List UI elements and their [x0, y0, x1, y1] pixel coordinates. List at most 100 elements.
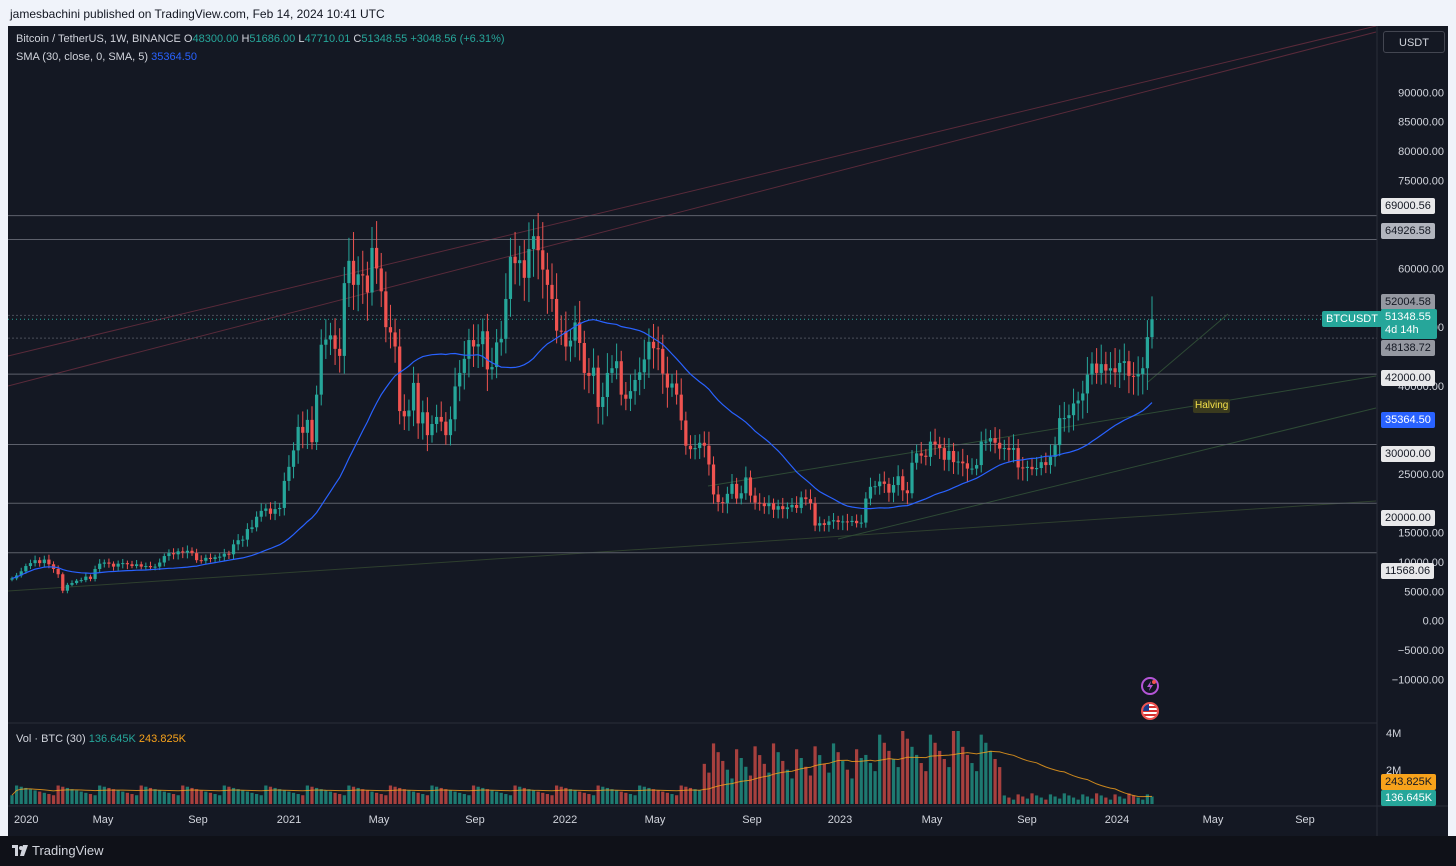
candle-body [619, 361, 623, 395]
volume-bar [342, 795, 346, 804]
volume-bar [970, 763, 974, 804]
candle-body [670, 383, 674, 388]
volume-bar [88, 794, 93, 804]
candle-body [388, 327, 393, 333]
volume-bar [698, 790, 702, 804]
halving-annotation[interactable]: Halving [1193, 399, 1231, 413]
chart-canvas[interactable]: 90000.00 85000.00 80000.00 75000.00 60000.00… [8, 26, 1448, 836]
flash-event-icon[interactable] [1141, 677, 1159, 695]
volume-bar [398, 787, 402, 804]
candle-body [762, 503, 766, 507]
volume-bar [831, 743, 836, 804]
volume-bar [296, 794, 300, 804]
volume-bar [448, 790, 453, 804]
time-axis-tick: 2024 [1105, 814, 1129, 826]
candle-body [1150, 319, 1154, 338]
price-axis-tick: 90000.00 [1398, 87, 1444, 99]
volume-bar [582, 792, 586, 804]
volume-bar [638, 785, 642, 804]
time-axis-tick: 2021 [277, 814, 301, 826]
price-axis-tick: 0.00 [1423, 616, 1444, 628]
volume-bar [84, 792, 88, 804]
volume-bar [961, 746, 965, 804]
volume-bar [1118, 796, 1122, 804]
volume-bar [1025, 798, 1029, 804]
volume-bar [707, 772, 711, 804]
volume-bar [836, 752, 840, 804]
trendline [1147, 313, 1229, 383]
candle-body [864, 498, 868, 523]
candle-body [250, 527, 254, 530]
candle-body [393, 332, 397, 347]
volume-bar [1076, 799, 1080, 804]
volume-bar [282, 790, 286, 804]
volume-bar [93, 795, 97, 804]
candle-body [231, 544, 236, 555]
candle-body [1016, 448, 1020, 468]
chart-legend-ohlc: Bitcoin / TetherUS, 1W, BINANCE O48300.0… [16, 33, 505, 45]
candle-body [675, 383, 679, 395]
legend-close-value: 51348.55 [361, 33, 408, 45]
candle-body [656, 348, 660, 350]
current-price-tag: 51348.55 4d 14h [1381, 309, 1437, 339]
candle-body [536, 236, 540, 251]
time-axis-tick: May [645, 814, 666, 826]
candle-body [259, 510, 263, 517]
chart-frame[interactable]: 90000.00 85000.00 80000.00 75000.00 60000.00… [8, 26, 1448, 836]
candle-body [162, 556, 166, 563]
volume-bar [444, 789, 448, 804]
candle-body [208, 557, 213, 559]
volume-bar [633, 795, 637, 804]
candle-body [684, 420, 688, 446]
volume-bar [647, 787, 651, 804]
candle-body [550, 284, 554, 299]
candle-body [951, 450, 956, 463]
volume-bar [568, 789, 573, 804]
price-axis-tick: −5000.00 [1398, 645, 1444, 657]
candle-body [1035, 468, 1039, 470]
volume-bar [130, 794, 134, 804]
candle-body [975, 465, 979, 469]
candle-body [716, 494, 720, 503]
candle-body [541, 250, 545, 270]
candle-body [965, 463, 969, 469]
us-flag-event-icon[interactable] [1141, 702, 1159, 720]
candle-body [1090, 363, 1094, 375]
volume-bar [753, 746, 757, 804]
volume-bar [804, 766, 808, 804]
volume-bar [301, 795, 305, 804]
candle-body [799, 497, 803, 508]
volume-bar [121, 791, 125, 804]
volume-bar [305, 785, 309, 804]
candle-body [1044, 462, 1048, 466]
volume-bar [411, 791, 416, 804]
candle-body [744, 477, 748, 494]
volume-bar [231, 787, 236, 804]
trendline [707, 375, 1377, 487]
tradingview-logo[interactable]: TradingView [12, 843, 104, 858]
countdown-value: 4d 14h [1385, 324, 1419, 336]
volume-bar [748, 775, 753, 804]
candle-body [1113, 368, 1117, 373]
volume-bar [1007, 797, 1011, 804]
volume-bar [1145, 794, 1149, 804]
currency-button[interactable]: USDT [1383, 31, 1445, 53]
volume-bar [75, 790, 79, 804]
legend-high-value: 51686.00 [249, 33, 296, 45]
volume-bar [555, 785, 559, 804]
candle-body [785, 507, 789, 510]
trendline [8, 31, 1377, 387]
volume-bar [213, 794, 217, 804]
candle-body [818, 523, 822, 526]
candle-body [1007, 448, 1011, 450]
candle-body [333, 335, 337, 349]
volume-bar [1021, 796, 1025, 804]
volume-bar [98, 785, 102, 804]
candle-body [93, 568, 97, 579]
candle-body [278, 507, 282, 510]
volume-bar [591, 795, 596, 804]
candle-body [587, 372, 591, 376]
volume-bar [1030, 793, 1034, 804]
volume-bars [10, 731, 1154, 804]
